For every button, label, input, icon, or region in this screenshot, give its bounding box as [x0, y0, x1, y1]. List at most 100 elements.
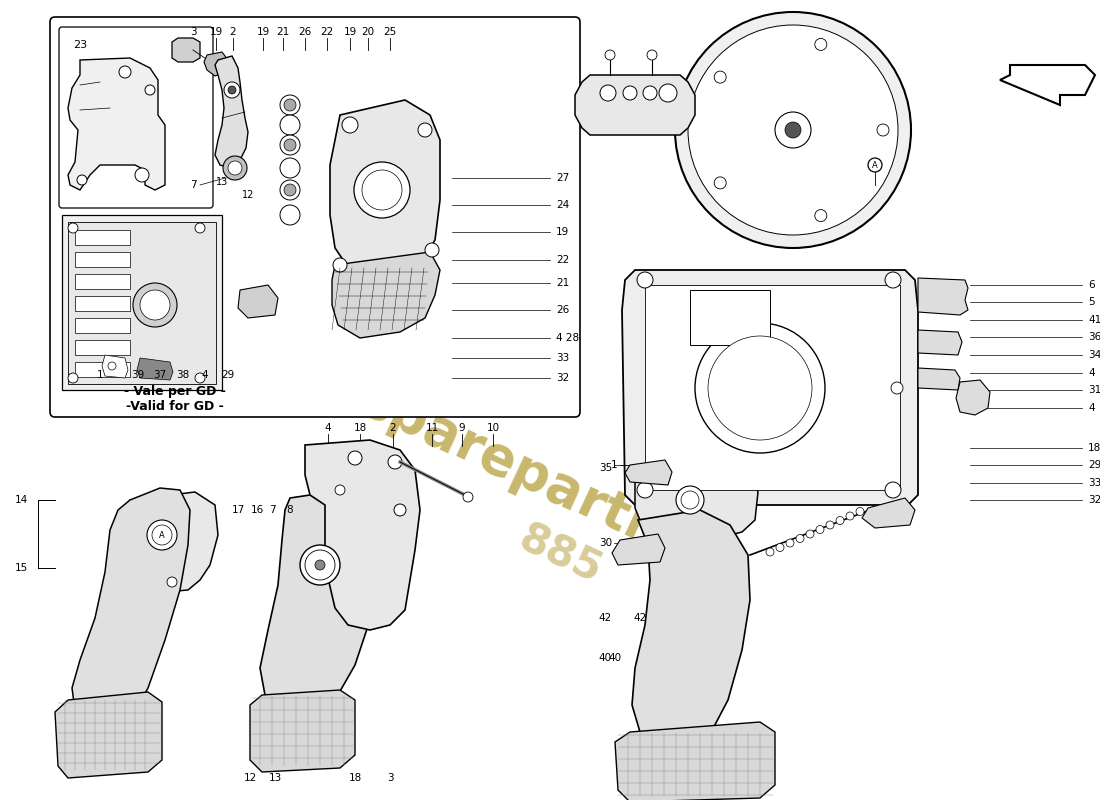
- Circle shape: [108, 362, 115, 370]
- Circle shape: [681, 491, 698, 509]
- Text: 36: 36: [1088, 332, 1100, 342]
- Text: 40: 40: [609, 653, 622, 663]
- Polygon shape: [625, 460, 672, 485]
- Polygon shape: [204, 52, 228, 76]
- Bar: [75, 296, 130, 311]
- Text: 2: 2: [230, 27, 236, 37]
- Text: 35: 35: [598, 463, 612, 473]
- Text: 1: 1: [97, 370, 103, 380]
- Circle shape: [315, 560, 324, 570]
- Bar: [75, 274, 130, 289]
- Circle shape: [394, 504, 406, 516]
- Polygon shape: [128, 492, 218, 592]
- Circle shape: [676, 486, 704, 514]
- Circle shape: [886, 272, 901, 288]
- Polygon shape: [612, 534, 666, 565]
- Text: 26: 26: [298, 27, 311, 37]
- Text: 18: 18: [349, 773, 362, 783]
- Circle shape: [816, 526, 824, 534]
- Polygon shape: [138, 358, 173, 380]
- Circle shape: [280, 180, 300, 200]
- Circle shape: [140, 290, 170, 320]
- Circle shape: [284, 139, 296, 151]
- Circle shape: [647, 50, 657, 60]
- Polygon shape: [918, 278, 968, 315]
- Polygon shape: [250, 690, 355, 772]
- Circle shape: [167, 577, 177, 587]
- Circle shape: [786, 539, 794, 547]
- Polygon shape: [332, 252, 440, 338]
- Circle shape: [877, 124, 889, 136]
- Text: 33: 33: [1088, 478, 1100, 488]
- Polygon shape: [918, 330, 962, 355]
- Bar: [68, 222, 216, 384]
- Circle shape: [463, 492, 473, 502]
- Bar: [645, 285, 900, 490]
- Circle shape: [68, 373, 78, 383]
- Circle shape: [305, 550, 336, 580]
- Text: 21: 21: [276, 27, 289, 37]
- Circle shape: [195, 373, 205, 383]
- Text: 29: 29: [221, 370, 234, 380]
- Text: 42: 42: [598, 613, 612, 623]
- Circle shape: [637, 482, 653, 498]
- Text: 1: 1: [610, 460, 617, 470]
- Text: 29: 29: [1088, 460, 1100, 470]
- Text: 10: 10: [486, 423, 499, 433]
- Polygon shape: [68, 58, 165, 190]
- Circle shape: [836, 517, 844, 525]
- Text: 27: 27: [556, 173, 570, 183]
- Circle shape: [336, 485, 345, 495]
- Circle shape: [135, 168, 149, 182]
- Circle shape: [714, 177, 726, 189]
- Text: 15: 15: [14, 563, 28, 573]
- Bar: [75, 230, 130, 245]
- Text: 13: 13: [268, 773, 282, 783]
- Circle shape: [815, 210, 827, 222]
- Text: 4: 4: [201, 370, 208, 380]
- Text: 24: 24: [556, 200, 570, 210]
- Circle shape: [708, 336, 812, 440]
- Circle shape: [600, 85, 616, 101]
- Circle shape: [714, 71, 726, 83]
- Text: 2: 2: [389, 423, 396, 433]
- Text: 3: 3: [387, 773, 394, 783]
- Text: 21: 21: [556, 278, 570, 288]
- Text: 20: 20: [362, 27, 375, 37]
- Text: 19: 19: [556, 227, 570, 237]
- Text: 7: 7: [268, 505, 275, 515]
- Bar: [75, 362, 130, 377]
- Circle shape: [418, 123, 432, 137]
- Polygon shape: [214, 56, 248, 168]
- Circle shape: [796, 534, 804, 542]
- Circle shape: [145, 85, 155, 95]
- Circle shape: [806, 530, 814, 538]
- Circle shape: [688, 25, 898, 235]
- Text: 18: 18: [1088, 443, 1100, 453]
- Text: 31: 31: [1088, 385, 1100, 395]
- Text: A: A: [160, 530, 165, 539]
- Circle shape: [152, 525, 172, 545]
- Circle shape: [637, 272, 653, 288]
- Circle shape: [891, 382, 903, 394]
- Bar: [62, 215, 222, 390]
- Text: 22: 22: [556, 255, 570, 265]
- Text: 38: 38: [176, 370, 189, 380]
- Text: 41: 41: [1088, 315, 1100, 325]
- Text: 40: 40: [598, 653, 612, 663]
- Text: 19: 19: [209, 27, 222, 37]
- Text: 7: 7: [189, 180, 196, 190]
- Circle shape: [133, 283, 177, 327]
- Polygon shape: [862, 498, 915, 528]
- Text: 4: 4: [324, 423, 331, 433]
- Text: - Vale per GD -: - Vale per GD -: [124, 386, 226, 398]
- Text: 12: 12: [243, 773, 256, 783]
- Circle shape: [147, 520, 177, 550]
- Circle shape: [695, 323, 825, 453]
- Circle shape: [766, 548, 774, 556]
- Text: 33: 33: [556, 353, 570, 363]
- Circle shape: [280, 135, 300, 155]
- Text: 32: 32: [556, 373, 570, 383]
- Text: 23: 23: [73, 40, 87, 50]
- Circle shape: [195, 223, 205, 233]
